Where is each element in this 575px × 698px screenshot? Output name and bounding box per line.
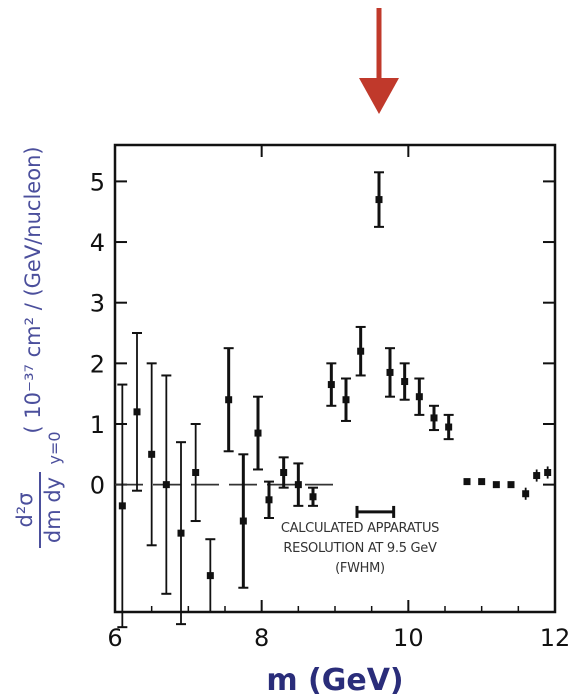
data-point	[161, 374, 172, 595]
data-point	[308, 486, 318, 507]
y-axis-label-denominator: dm dy	[41, 477, 65, 543]
data-point	[190, 422, 201, 523]
annotation-line-3: (FWHM)	[335, 561, 385, 576]
y-axis-label-subscript: y=0	[45, 431, 64, 464]
point-marker	[430, 414, 438, 422]
point-marker	[206, 572, 214, 580]
y-tick-label: 5	[90, 168, 105, 196]
data-point	[463, 478, 471, 486]
data-point	[326, 362, 337, 407]
y-tick-label: 2	[90, 350, 105, 378]
point-marker	[342, 396, 350, 404]
point-marker	[544, 469, 552, 477]
y-tick-label: 1	[90, 411, 105, 439]
point-marker	[463, 478, 471, 486]
data-point	[544, 466, 552, 479]
point-marker	[192, 469, 200, 477]
y-tick-label: 0	[90, 472, 105, 500]
data-point	[293, 462, 304, 507]
x-tick-label: 6	[107, 624, 122, 652]
point-marker	[254, 429, 262, 437]
point-marker	[478, 478, 486, 486]
data-point	[374, 171, 384, 228]
data-point	[478, 478, 486, 486]
point-marker	[357, 347, 365, 355]
data-point	[238, 453, 249, 589]
y-axis-label-numerator: d²σ	[13, 492, 37, 527]
point-marker	[386, 368, 394, 376]
data-point	[522, 487, 530, 500]
point-marker	[309, 493, 317, 501]
data-point	[132, 332, 142, 492]
point-marker	[522, 490, 530, 498]
data-point	[355, 325, 366, 377]
point-marker	[401, 378, 409, 386]
y-axis-label-units: ( 10⁻³⁷ cm² / (GeV/nucleon)	[21, 146, 45, 433]
data-point	[385, 347, 395, 398]
data-point	[533, 469, 541, 482]
y-tick-label: 4	[90, 229, 105, 257]
point-marker	[239, 517, 247, 525]
point-marker	[118, 502, 126, 510]
point-marker	[148, 450, 156, 458]
point-marker	[415, 393, 423, 401]
resonance-arrow	[359, 8, 399, 114]
data-point	[205, 538, 216, 613]
point-marker	[162, 481, 170, 489]
data-point	[507, 481, 515, 489]
point-marker	[507, 481, 515, 489]
resolution-bar	[355, 505, 396, 518]
point-marker	[294, 481, 302, 489]
data-point	[117, 383, 128, 629]
point-marker	[177, 529, 185, 537]
annotation-line-1: CALCULATED APPARATUS	[281, 521, 439, 536]
data-point	[146, 362, 157, 547]
y-tick-label: 3	[90, 290, 105, 318]
y-axis-derivative-group: d²σ dm dy y=0	[13, 431, 65, 548]
x-axis-label: m (GeV)	[266, 663, 403, 698]
point-marker	[375, 196, 383, 204]
x-tick-label: 8	[254, 624, 269, 652]
data-point	[443, 413, 454, 441]
point-marker	[492, 481, 500, 489]
point-marker	[225, 396, 233, 404]
data-point	[264, 480, 274, 519]
data-point	[492, 481, 500, 489]
point-marker	[280, 469, 288, 477]
data-points	[117, 171, 552, 629]
data-point	[414, 377, 425, 416]
y-axis-label-group: ( 10⁻³⁷ cm² / (GeV/nucleon)	[21, 146, 45, 433]
data-point	[429, 404, 439, 432]
data-point	[341, 377, 351, 422]
point-marker	[533, 472, 541, 480]
annotation-line-2: RESOLUTION AT 9.5 GeV	[283, 541, 437, 556]
data-point	[223, 347, 234, 453]
data-point	[176, 441, 186, 626]
arrow-head	[359, 78, 399, 114]
data-point	[253, 395, 263, 471]
point-marker	[133, 408, 141, 416]
x-tick-label: 12	[540, 624, 571, 652]
point-marker	[265, 496, 273, 504]
data-point	[278, 456, 289, 489]
data-point	[399, 362, 410, 401]
point-marker	[445, 423, 453, 431]
x-tick-label: 10	[393, 624, 424, 652]
point-marker	[327, 381, 335, 389]
